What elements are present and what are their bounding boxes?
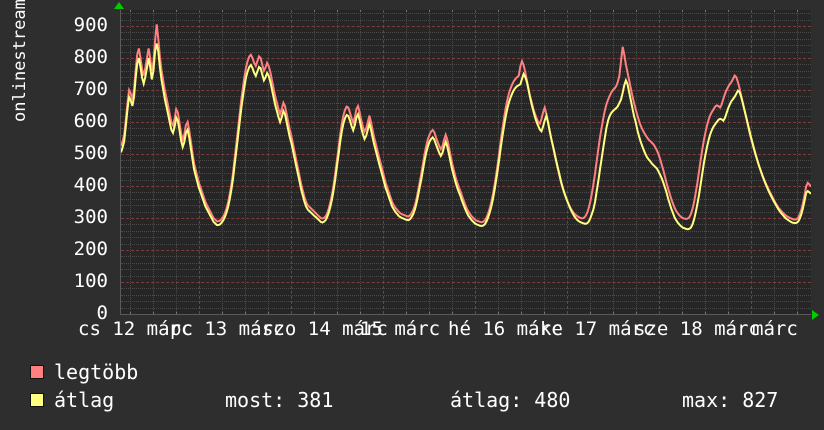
x-tick-label: ke 17 márc	[540, 318, 655, 340]
y-tick-label: 300	[73, 206, 108, 228]
legend-label-atlag: átlag	[54, 388, 115, 412]
x-tick-label: márc	[752, 318, 798, 340]
x-tick-label: 15 márc	[360, 318, 441, 340]
series-lines	[121, 24, 811, 231]
stat-atlag: átlag: 480	[450, 388, 571, 412]
y-tick-label: 400	[73, 174, 108, 196]
y-axis-title: onlinestream.live	[10, 0, 30, 122]
y-axis-title-wrap: onlinestream.live	[0, 0, 34, 320]
y-tick-label: 800	[73, 46, 108, 68]
legend-swatch-legtobb	[30, 365, 44, 379]
y-tick-label: 200	[73, 238, 108, 260]
y-tick-label: 100	[73, 270, 108, 292]
legend: legtöbb átlag most: 381 átlag: 480 max: …	[0, 358, 824, 430]
x-tick-label: szo 14 márc	[262, 318, 388, 340]
series-line-legtobb	[121, 24, 811, 224]
y-tick-label: 0	[96, 302, 108, 324]
stat-most: most: 381	[225, 388, 334, 412]
plot-inner	[121, 10, 811, 314]
x-tick-label: sze 18 márc	[634, 318, 760, 340]
x-tick-label: hé 16 márc	[448, 318, 563, 340]
y-tick-label: 700	[73, 78, 108, 100]
x-axis-tick-labels: cs 12 márc pc 13 márc szo 14 márc 15 márc hé…	[0, 318, 824, 342]
x-tick-label: cs 12 márc	[78, 318, 193, 340]
y-tick-label: 600	[73, 110, 108, 132]
stat-max: max: 827	[682, 388, 779, 412]
legend-swatch-atlag	[30, 393, 44, 407]
y-tick-label: 900	[73, 14, 108, 36]
y-axis-tick-labels: 900 800 700 600 500 400 300 200 100 0	[38, 0, 108, 330]
series-line-atlag	[121, 43, 811, 231]
x-tick-label: pc 13 márc	[170, 318, 285, 340]
legend-label-legtobb: legtöbb	[54, 360, 139, 384]
x-axis-arrow-icon	[812, 310, 819, 320]
plot-area	[120, 10, 811, 315]
y-axis-arrow-icon	[114, 2, 124, 9]
y-tick-label: 500	[73, 142, 108, 164]
